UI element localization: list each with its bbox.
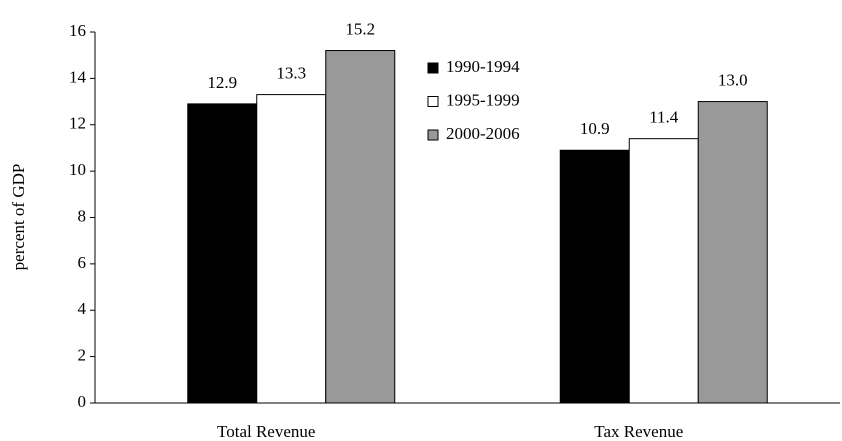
legend-label: 1990-1994: [446, 57, 520, 76]
value-label: 12.9: [207, 73, 237, 92]
bar: [325, 50, 396, 404]
value-label: 13.0: [718, 70, 748, 89]
legend-swatch: [427, 96, 439, 107]
y-tick-label: 2: [78, 346, 87, 365]
legend-label: 2000-2006: [446, 124, 520, 143]
y-axis-label: percent of GDP: [9, 164, 28, 271]
legend-label: 1995-1999: [446, 90, 520, 109]
bar: [559, 149, 630, 404]
value-label: 15.2: [345, 19, 375, 38]
y-tick-label: 12: [69, 114, 86, 133]
x-tick-label: Tax Revenue: [594, 422, 683, 441]
value-label: 11.4: [649, 108, 679, 127]
bar: [697, 101, 768, 404]
legend-swatch: [427, 62, 439, 74]
bar: [187, 103, 258, 404]
value-label: 10.9: [580, 119, 610, 138]
y-tick-label: 10: [69, 160, 86, 179]
y-tick-label: 4: [78, 299, 87, 318]
y-tick-label: 0: [78, 392, 87, 411]
bar: [256, 94, 327, 404]
legend-swatch: [427, 129, 439, 141]
x-tick-label: Total Revenue: [217, 422, 315, 441]
y-tick-label: 6: [78, 253, 87, 272]
y-tick-label: 16: [69, 21, 86, 40]
value-label: 13.3: [276, 64, 306, 83]
y-tick-label: 14: [69, 67, 87, 86]
y-tick-label: 8: [78, 206, 87, 225]
bar: [628, 138, 699, 404]
